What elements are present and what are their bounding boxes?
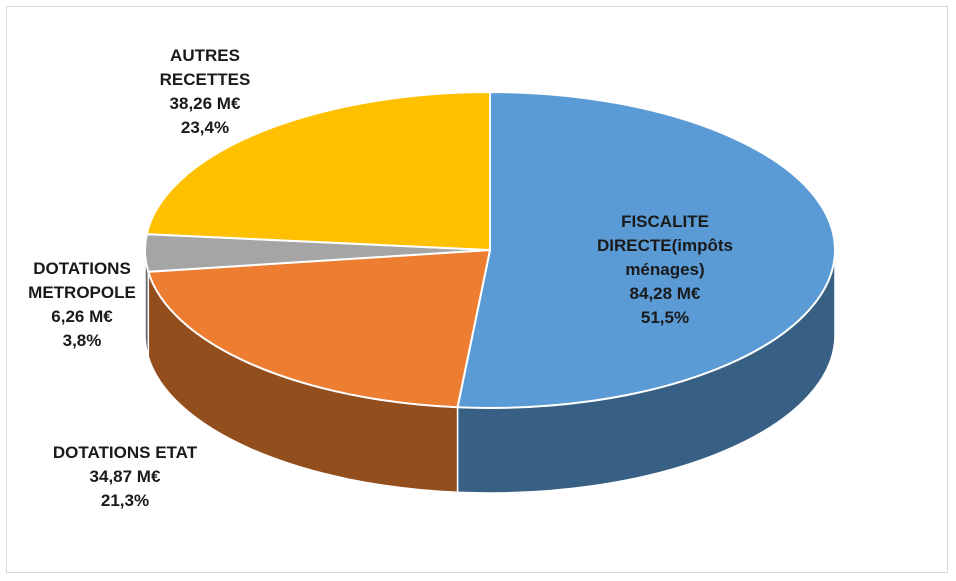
category-label: FISCALITE DIRECTE(impôts ménages) — [597, 212, 733, 279]
amount-label: 34,87 M€ — [89, 467, 161, 486]
category-label: AUTRES RECETTES — [159, 46, 251, 89]
data-label: DOTATIONS METROPOLE 6,26 M€ 3,8% — [7, 257, 157, 353]
data-label: DOTATIONS ETAT 34,87 M€ 21,3% — [50, 441, 200, 513]
percent-label: 21,3% — [100, 491, 150, 510]
slice — [456, 90, 836, 409]
category-label: DOTATIONS METROPOLE — [28, 259, 136, 302]
percent-label: 23,4% — [180, 118, 230, 137]
slice — [145, 90, 491, 252]
slice — [146, 248, 492, 409]
data-label: FISCALITE DIRECTE(impôts ménages) 84,28 M… — [578, 210, 753, 330]
amount-label: 38,26 M€ — [169, 94, 241, 113]
chart-frame — [6, 6, 948, 573]
data-label: AUTRES RECETTES 38,26 M€ 23,4% — [130, 44, 280, 140]
category-label: DOTATIONS ETAT — [52, 443, 198, 462]
percent-label: 51,5% — [640, 308, 690, 327]
percent-label: 3,8% — [62, 331, 102, 350]
amount-label: 6,26 M€ — [51, 307, 113, 326]
amount-label: 84,28 M€ — [629, 284, 701, 303]
